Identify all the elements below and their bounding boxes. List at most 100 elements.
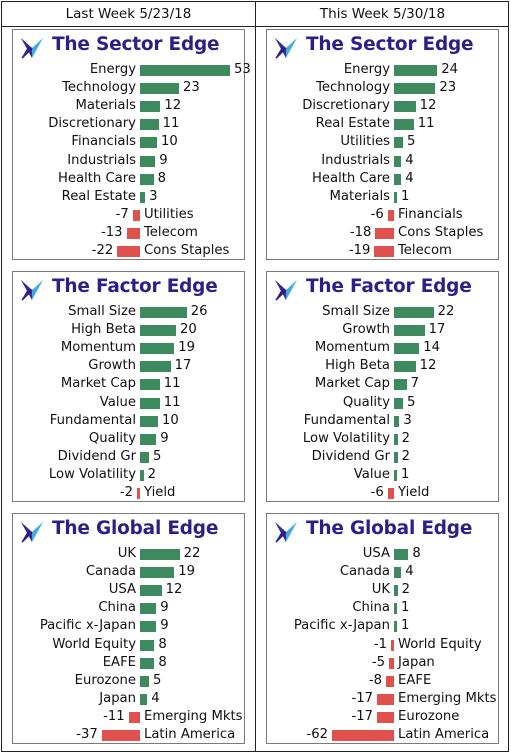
positive-bar xyxy=(394,585,398,597)
chart-title: The Sector Edge xyxy=(306,34,474,55)
value-label: 53 xyxy=(234,62,251,77)
positive-bar xyxy=(394,379,407,391)
chart-panel: The Global Edge USA 8 Canada 4 UK 2 China 1 Pacif… xyxy=(266,513,499,744)
category-label: Energy xyxy=(343,62,390,77)
positive-bar xyxy=(394,415,400,427)
category-label: USA xyxy=(108,582,136,598)
value-label: -18 xyxy=(349,224,372,240)
negative-bar xyxy=(137,488,140,499)
bar-row: Eurozone 5 xyxy=(13,672,243,690)
positive-bar xyxy=(140,137,157,149)
bar-row: Discretionary 11 xyxy=(13,115,243,133)
bar-row: Financials 10 xyxy=(13,133,243,151)
value-label: 11 xyxy=(162,116,180,132)
category-label: Pacific x-Japan xyxy=(39,618,136,634)
header-last-week: Last Week 5/23/18 xyxy=(65,6,192,22)
bar-row: Telecom -19 xyxy=(267,242,497,260)
category-label: Growth xyxy=(88,358,136,374)
category-label: Dividend Gr xyxy=(57,448,136,464)
category-label: Emerging Mkts xyxy=(144,708,243,724)
bar-row: Materials 12 xyxy=(13,97,243,115)
value-label: 5 xyxy=(153,448,162,464)
category-label: Materials xyxy=(75,98,136,114)
bar-row: Pacific x-Japan 9 xyxy=(13,617,243,635)
negative-bar xyxy=(128,711,140,723)
compass-star-logo-icon xyxy=(19,519,45,545)
bar-row: Cons Staples -22 xyxy=(13,242,243,260)
negative-bar xyxy=(389,657,394,669)
positive-bar xyxy=(140,567,175,579)
value-label: 14 xyxy=(423,340,440,356)
positive-bar xyxy=(394,451,398,463)
value-label: 8 xyxy=(158,654,167,670)
category-label: Value xyxy=(353,466,390,482)
bar-row: Growth 17 xyxy=(13,357,243,375)
positive-bar xyxy=(394,65,438,76)
category-label: Utilities xyxy=(340,134,390,150)
value-label: 2 xyxy=(401,430,410,446)
positive-bar xyxy=(394,621,397,633)
compass-star-logo-icon xyxy=(273,519,299,545)
value-label: 19 xyxy=(178,340,195,356)
positive-bar xyxy=(140,379,160,391)
category-label: Quality xyxy=(88,430,136,446)
positive-bar xyxy=(394,567,402,579)
category-label: Japan xyxy=(398,654,435,670)
value-label: 9 xyxy=(160,430,169,446)
category-label: Discretionary xyxy=(302,98,390,114)
bar-row: High Beta 12 xyxy=(267,357,497,375)
category-label: Growth xyxy=(342,322,390,338)
value-label: 12 xyxy=(165,582,183,598)
value-label: 4 xyxy=(405,170,414,186)
bar-row: Pacific x-Japan 1 xyxy=(267,617,497,635)
category-label: Market Cap xyxy=(314,376,390,392)
value-label: -19 xyxy=(348,243,371,258)
chart-panel: The Sector Edge Energy 24 Technology 23 Discr… xyxy=(266,29,499,260)
negative-bar xyxy=(387,209,394,221)
compass-star-logo-icon xyxy=(19,35,45,61)
value-label: 10 xyxy=(160,134,178,150)
value-label: 8 xyxy=(157,170,166,186)
value-label: 23 xyxy=(439,80,457,96)
value-label: -62 xyxy=(306,727,328,742)
value-label: 7 xyxy=(410,376,419,392)
category-label: Industrials xyxy=(67,152,136,168)
chart-panel: The Factor Edge Small Size 22 Growth 17 Momen… xyxy=(266,271,499,502)
value-label: -37 xyxy=(76,727,98,742)
bar-row: EAFE -8 xyxy=(267,672,497,690)
category-label: Japan xyxy=(99,690,136,706)
value-label: 24 xyxy=(441,62,458,77)
bar-row: USA 12 xyxy=(13,581,243,599)
bar-row: Momentum 19 xyxy=(13,339,243,357)
value-label: 22 xyxy=(183,546,201,561)
positive-bar xyxy=(394,137,403,149)
category-label: Momentum xyxy=(314,340,390,356)
bar-row: Real Estate 3 xyxy=(13,188,243,206)
category-label: Fundamental xyxy=(49,412,136,428)
bar-row: Cons Staples -18 xyxy=(267,224,497,242)
category-label: Emerging Mkts xyxy=(398,690,497,706)
category-label: Cons Staples xyxy=(398,224,484,240)
positive-bar xyxy=(394,397,403,409)
value-label: 3 xyxy=(149,188,158,204)
bar-row: Industrials 4 xyxy=(267,152,497,170)
value-label: 12 xyxy=(419,358,437,374)
negative-bar xyxy=(374,246,394,257)
positive-bar xyxy=(394,433,398,445)
bar-row: Fundamental 3 xyxy=(267,412,497,430)
bar-row: Small Size 22 xyxy=(267,303,497,321)
positive-bar xyxy=(140,101,161,113)
category-label: Technology xyxy=(62,80,136,96)
category-label: Eurozone xyxy=(74,672,136,688)
category-label: Yield xyxy=(398,485,430,500)
category-label: Small Size xyxy=(68,304,136,319)
value-label: 9 xyxy=(160,600,169,616)
positive-bar xyxy=(140,155,156,167)
category-label: Dividend Gr xyxy=(311,448,390,464)
bar-row: Latin America -62 xyxy=(267,726,497,744)
value-label: 20 xyxy=(180,322,197,338)
bar-row: Momentum 14 xyxy=(267,339,497,357)
value-label: 17 xyxy=(428,322,446,338)
positive-bar xyxy=(394,361,416,373)
negative-bar xyxy=(387,488,394,499)
